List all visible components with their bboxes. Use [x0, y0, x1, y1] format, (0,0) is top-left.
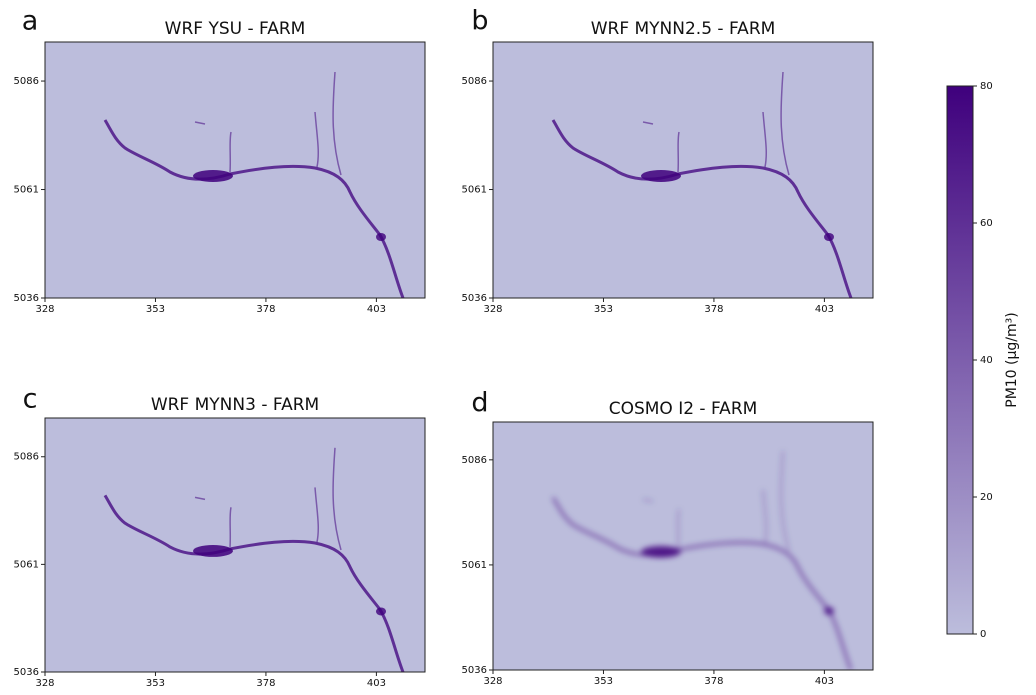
plot-frame [492, 41, 874, 299]
panel: b WRF MYNN2.5 - FARM 328 353 378 403 5036 5061 5… [462, 6, 874, 315]
x-tick-label: 378 [256, 304, 275, 315]
x-tick-label: 403 [815, 676, 834, 687]
tributary [314, 487, 319, 543]
y-tick-label: 5086 [14, 76, 39, 87]
panel: a WRF YSU - FARM 328 353 378 403 5036 5061 5086 [14, 6, 426, 315]
map [493, 422, 873, 670]
y-tick-label: 5086 [462, 455, 487, 466]
colorbar-gradient [946, 85, 974, 635]
tributary [677, 131, 680, 173]
y-tick-label: 5086 [14, 452, 39, 463]
tributary [194, 496, 206, 501]
tributary [642, 498, 654, 503]
x-tick-label: 403 [367, 304, 386, 315]
x-tick-label: 353 [146, 678, 165, 689]
x-tick-label: 328 [483, 676, 502, 687]
panel-label: b [471, 6, 488, 37]
hotspot [824, 233, 834, 241]
chart-title: WRF MYNN2.5 - FARM [591, 19, 776, 39]
hotspot [641, 170, 681, 182]
map-features [551, 71, 853, 298]
colorbar: 0 20 40 60 80 PM10 (µg/m³) [946, 81, 1020, 640]
hotspot [193, 170, 233, 182]
map-features [103, 71, 405, 298]
colorbar-tick-label: 80 [980, 81, 993, 92]
x-tick-label: 403 [815, 304, 834, 315]
y-tick-label: 5036 [14, 667, 39, 678]
hotspot [376, 233, 386, 241]
tributary [762, 111, 767, 168]
x-tick-label: 353 [146, 304, 165, 315]
hotspot [193, 545, 233, 557]
panel-label: a [22, 6, 39, 37]
x-tick-label: 403 [367, 678, 386, 689]
panel-label: c [23, 384, 38, 415]
x-tick-label: 328 [35, 304, 54, 315]
plot-frame [44, 417, 426, 673]
map-background [45, 42, 425, 298]
hotspot [641, 546, 681, 558]
y-tick-label: 5036 [14, 293, 39, 304]
tributary [332, 71, 342, 176]
tributary [780, 71, 790, 176]
colorbar-label: PM10 (µg/m³) [1004, 312, 1020, 407]
panel: c WRF MYNN3 - FARM 328 353 378 403 5036 5061 508… [14, 384, 426, 689]
x-tick-label: 328 [35, 678, 54, 689]
y-tick-label: 5036 [462, 293, 487, 304]
x-tick-label: 378 [704, 304, 723, 315]
tributary [229, 131, 232, 173]
chart-title: WRF MYNN3 - FARM [151, 395, 319, 415]
hotspot [824, 607, 834, 615]
panel-label: d [471, 388, 488, 419]
colorbar-tick-label: 0 [980, 629, 986, 640]
y-tick-label: 5061 [14, 185, 39, 196]
map-background [45, 418, 425, 672]
tributary [677, 509, 680, 548]
map-features [103, 447, 405, 672]
colorbar-tick-label: 40 [980, 355, 993, 366]
plot-frame [492, 421, 874, 671]
y-tick-label: 5086 [462, 76, 487, 87]
tributary [762, 489, 767, 544]
y-tick-label: 5061 [14, 559, 39, 570]
tributary [229, 507, 232, 548]
plot-frame [44, 41, 426, 299]
x-tick-label: 328 [483, 304, 502, 315]
map [493, 42, 873, 298]
tributary [642, 121, 654, 125]
tributary [332, 447, 342, 551]
map [45, 42, 425, 298]
x-tick-label: 353 [594, 304, 613, 315]
map-features [551, 451, 853, 670]
tributary [780, 451, 790, 552]
tributary [194, 121, 206, 125]
map [45, 418, 425, 672]
y-tick-label: 5061 [462, 185, 487, 196]
colorbar-tick-label: 20 [980, 492, 993, 503]
x-tick-label: 378 [256, 678, 275, 689]
hotspot [376, 607, 386, 616]
y-tick-label: 5036 [462, 665, 487, 676]
tributary [314, 111, 319, 168]
chart-title: COSMO I2 - FARM [609, 399, 758, 419]
colorbar-tick-label: 60 [980, 218, 993, 229]
x-tick-label: 353 [594, 676, 613, 687]
panel: d COSMO I2 - FARM 328 353 378 403 5036 5061 5086 [462, 388, 874, 687]
map-background [493, 422, 873, 670]
chart-title: WRF YSU - FARM [165, 19, 306, 39]
map-background [493, 42, 873, 298]
y-tick-label: 5061 [462, 560, 487, 571]
x-tick-label: 378 [704, 676, 723, 687]
